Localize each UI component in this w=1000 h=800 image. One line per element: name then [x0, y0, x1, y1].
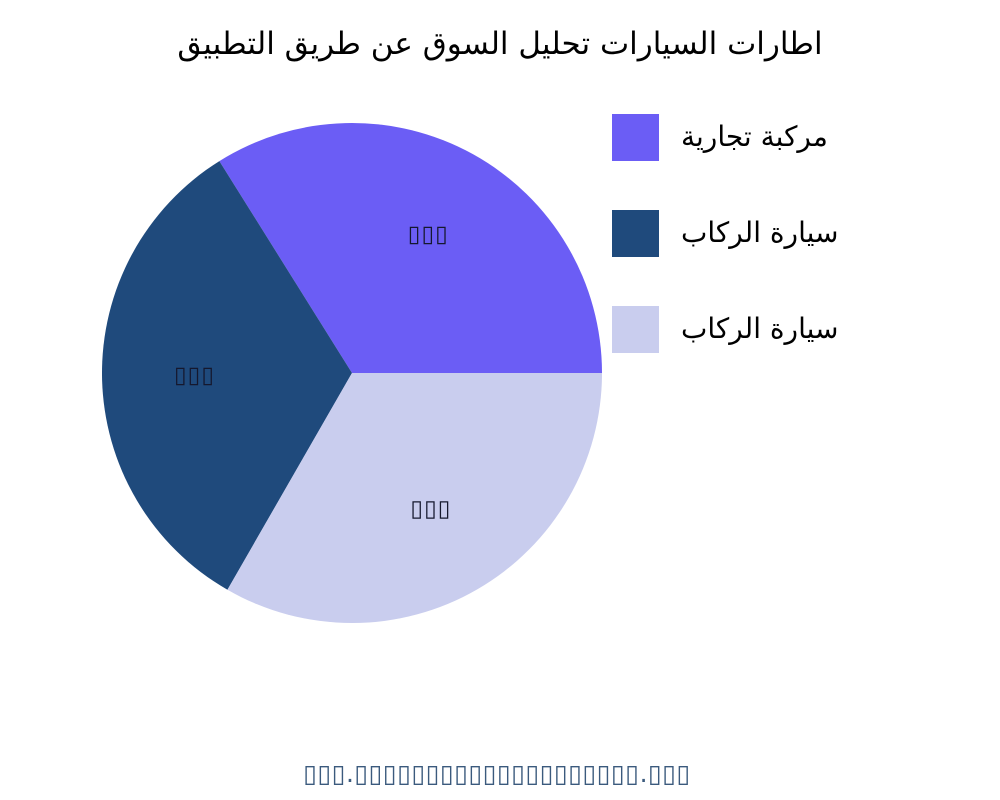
legend-item-label: مركبة تجارية: [681, 120, 828, 153]
pie-slice-passenger-car-dark[interactable]: [101, 161, 352, 590]
pie-slice-label-passenger-car-dark: ▯▯▯: [174, 363, 215, 389]
pie-chart: ▯▯▯ ▯▯▯ ▯▯▯: [101, 122, 603, 624]
legend-item-label: سيارة الركاب: [681, 216, 839, 249]
pie-slice-commercial-vehicle[interactable]: [219, 122, 602, 373]
pie-slice-label-passenger-car-light: ▯▯▯: [410, 496, 451, 522]
pie-svg: ▯▯▯ ▯▯▯ ▯▯▯: [101, 122, 603, 624]
legend-swatch-icon: [612, 209, 659, 257]
pie-slice-passenger-car-light[interactable]: [227, 373, 603, 624]
pie-slice-label-commercial-vehicle: ▯▯▯: [408, 222, 449, 248]
legend-swatch-icon: [612, 305, 659, 353]
legend: مركبة تجارية سيارة الركاب سيارة الركاب: [612, 112, 952, 354]
legend-item-passenger-car-dark[interactable]: سيارة الركاب: [612, 208, 952, 258]
legend-swatch-icon: [612, 113, 659, 161]
legend-item-passenger-car-light[interactable]: سيارة الركاب: [612, 304, 952, 354]
page-title: اطارات السيارات تحليل السوق عن طريق التط…: [177, 26, 823, 62]
footer-watermark: ▯▯▯.▯▯▯▯▯▯▯▯▯▯▯▯▯▯▯▯▯▯▯▯.▯▯▯: [303, 759, 691, 788]
legend-item-commercial-vehicle[interactable]: مركبة تجارية: [612, 112, 952, 162]
legend-item-label: سيارة الركاب: [681, 312, 839, 345]
